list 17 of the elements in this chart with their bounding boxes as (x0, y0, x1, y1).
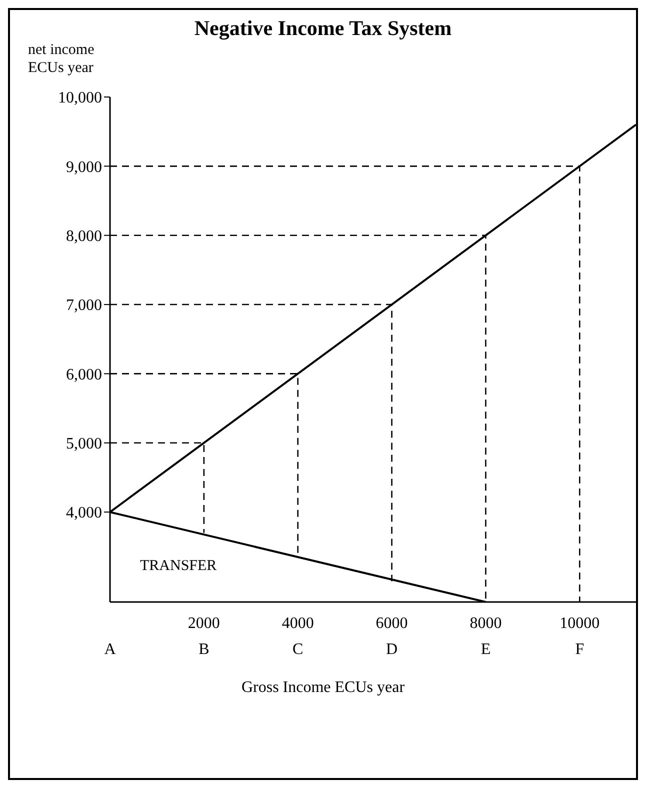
x-tick-label: A (104, 641, 116, 658)
y-tick-label: 5,000 (66, 436, 102, 453)
x-tick-label: 8000 E (470, 615, 502, 658)
x-tick-label: 6000 D (376, 615, 408, 658)
x-tick-label: 4000 C (282, 615, 314, 658)
x-axis-title: Gross Income ECUs year (240, 679, 406, 697)
y-tick-label: 7,000 (66, 297, 102, 314)
y-tick-label: 10,000 (58, 90, 102, 107)
x-tick-label: 2000 B (188, 615, 220, 658)
y-tick-label: 4,000 (66, 504, 102, 522)
x-tick-label: 10000 F (560, 615, 600, 658)
y-tick-label: 9,000 (66, 158, 102, 176)
y-tick-label: 6,000 (66, 366, 102, 384)
y-tick-label: 8,000 (66, 228, 102, 246)
y-axis-title: net income ECUs year (28, 41, 96, 77)
annotation: TRANSFER (140, 558, 217, 575)
chart-title: Negative Income Tax System (193, 16, 453, 41)
